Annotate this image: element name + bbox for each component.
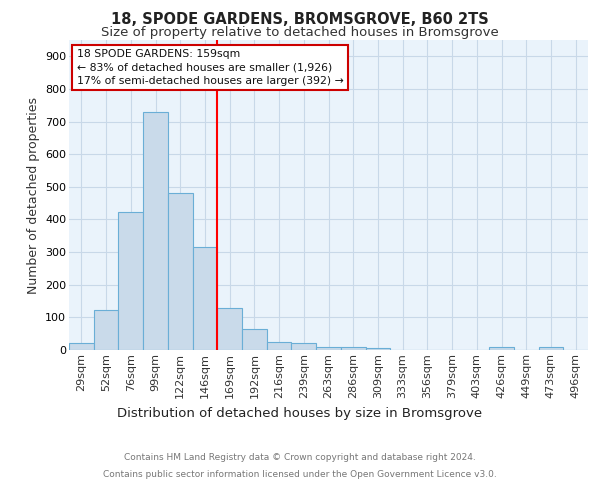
- Text: Contains public sector information licensed under the Open Government Licence v3: Contains public sector information licen…: [103, 470, 497, 479]
- Bar: [292, 344, 316, 350]
- Bar: [118, 212, 143, 350]
- Bar: [365, 348, 390, 350]
- Text: 18 SPODE GARDENS: 159sqm
← 83% of detached houses are smaller (1,926)
17% of sem: 18 SPODE GARDENS: 159sqm ← 83% of detach…: [77, 50, 344, 86]
- Text: Contains HM Land Registry data © Crown copyright and database right 2024.: Contains HM Land Registry data © Crown c…: [124, 452, 476, 462]
- Bar: [341, 348, 365, 350]
- Bar: [193, 247, 217, 350]
- Bar: [143, 112, 168, 350]
- Bar: [168, 194, 193, 350]
- Bar: [316, 346, 341, 350]
- Text: 18, SPODE GARDENS, BROMSGROVE, B60 2TS: 18, SPODE GARDENS, BROMSGROVE, B60 2TS: [111, 12, 489, 28]
- Bar: [94, 310, 118, 350]
- Bar: [69, 344, 94, 350]
- Bar: [242, 329, 267, 350]
- Bar: [217, 308, 242, 350]
- Bar: [539, 348, 563, 350]
- Bar: [267, 342, 292, 350]
- Y-axis label: Number of detached properties: Number of detached properties: [26, 96, 40, 294]
- Bar: [489, 348, 514, 350]
- Text: Size of property relative to detached houses in Bromsgrove: Size of property relative to detached ho…: [101, 26, 499, 39]
- Text: Distribution of detached houses by size in Bromsgrove: Distribution of detached houses by size …: [118, 408, 482, 420]
